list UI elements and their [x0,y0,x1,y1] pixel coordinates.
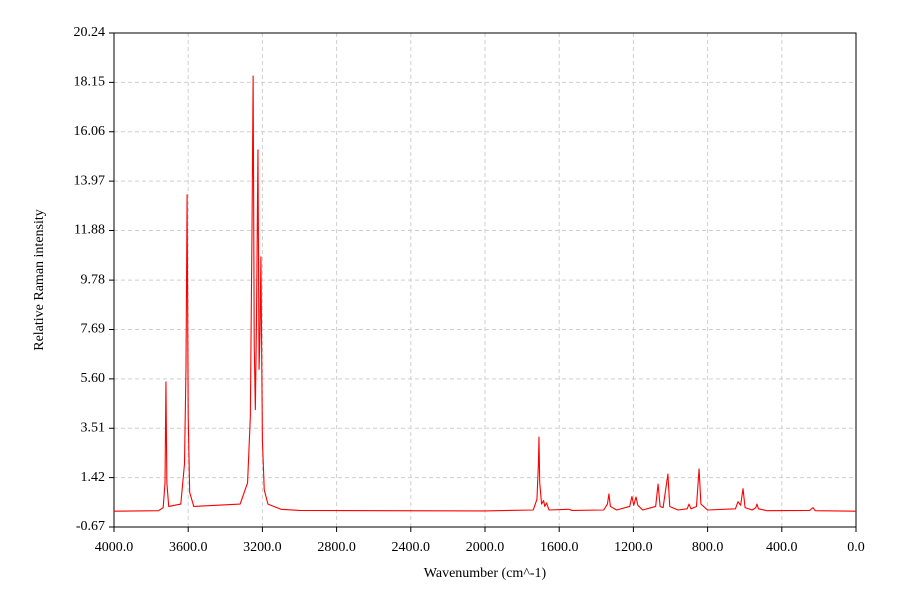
y-axis-label: Relative Raman intensity [32,209,47,351]
x-tick-label: 4000.0 [95,540,134,555]
y-tick-label: 16.06 [74,124,106,139]
y-tick-label: 3.51 [81,420,106,435]
x-axis-label: Wavenumber (cm^-1) [424,566,547,581]
y-tick-label: 1.42 [81,470,106,485]
plot-frame [113,32,857,528]
x-tick-label: 1600.0 [540,540,579,555]
y-tick-label: 13.97 [74,173,106,188]
x-tick-label: 2800.0 [317,540,356,555]
y-tick-label: 11.88 [74,223,105,238]
x-tick-label: 400.0 [766,540,798,555]
x-tick-label: 800.0 [692,540,724,555]
y-tick-label: -0.67 [76,519,105,534]
y-tick-label: 7.69 [81,322,106,337]
x-tick-label: 3200.0 [243,540,282,555]
x-tick-label: 2000.0 [466,540,505,555]
x-tick-label: 0.0 [847,540,865,555]
x-tick-label: 1200.0 [614,540,653,555]
y-tick-label: 9.78 [81,272,106,287]
x-tick-label: 2400.0 [392,540,431,555]
spectrum-line [113,75,857,512]
x-tick-label: 3600.0 [169,540,208,555]
y-tick-label: 5.60 [81,371,106,386]
y-tick-label: 20.24 [74,25,106,40]
y-tick-label: 18.15 [74,75,106,90]
